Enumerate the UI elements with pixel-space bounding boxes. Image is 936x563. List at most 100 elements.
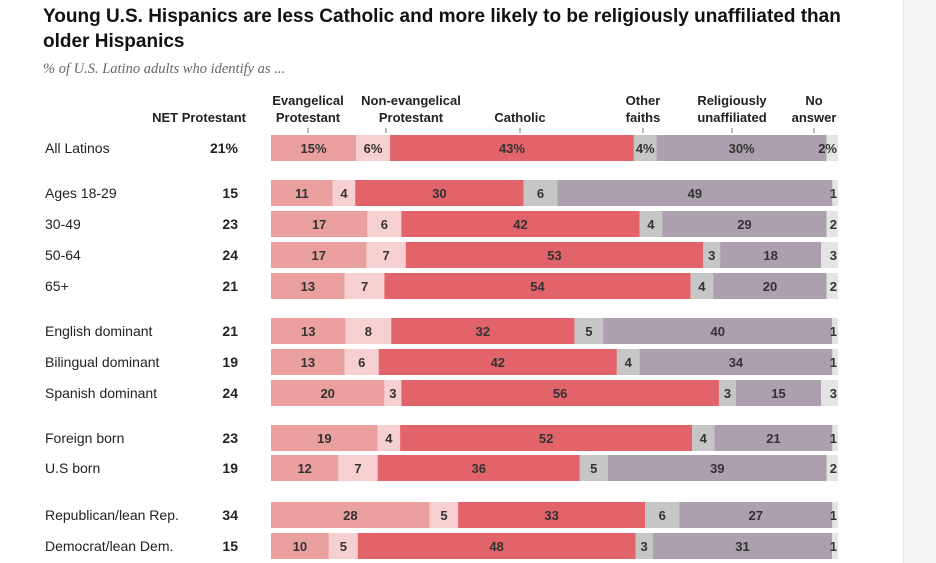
bar-segment-other — [574, 318, 604, 344]
window-edge — [903, 0, 936, 563]
row-label: U.S born — [45, 460, 100, 476]
data-label-other: 4 — [698, 279, 706, 294]
row-label: Foreign born — [45, 430, 124, 446]
data-label-nonevangelical: 4 — [340, 186, 348, 201]
bar-segment-noanswer — [821, 242, 838, 268]
data-label-catholic: 36 — [471, 461, 485, 476]
row-label: Spanish dominant — [45, 385, 157, 401]
bar-segment-noanswer — [832, 533, 838, 559]
bar-segment-catholic — [355, 180, 524, 206]
bar-segment-nonevangelical — [345, 318, 392, 344]
bar-segment-other — [703, 242, 721, 268]
bar-segment-nonevangelical — [429, 502, 459, 528]
bar-segment-nonevangelical — [356, 135, 391, 161]
series-header-nonevangelical: Non-evangelical — [361, 93, 461, 108]
bar-segment-other — [635, 533, 653, 559]
data-label-other: 3 — [708, 248, 715, 263]
net-protestant-value: 24 — [222, 385, 238, 401]
bar-segment-noanswer — [832, 502, 838, 528]
data-label-other: 4 — [647, 217, 655, 232]
data-label-noanswer: 1 — [830, 508, 837, 523]
data-label-catholic: 32 — [476, 324, 490, 339]
bar-segment-other — [692, 425, 715, 451]
bar-segment-evangelical — [271, 455, 339, 481]
data-label-nonevangelical: 6 — [358, 355, 365, 370]
series-header-catholic: Catholic — [494, 110, 545, 125]
data-label-noanswer: 3 — [830, 248, 837, 263]
data-label-evangelical: 28 — [343, 508, 357, 523]
data-label-nonevangelical: 5 — [440, 508, 447, 523]
bar-segment-nonevangelical — [328, 533, 358, 559]
data-label-unaffiliated: 49 — [688, 186, 702, 201]
bar-segment-unaffiliated — [714, 425, 833, 451]
bar-segment-evangelical — [271, 135, 357, 161]
bar-segment-evangelical — [271, 318, 346, 344]
series-header-noanswer: answer — [792, 110, 837, 125]
data-label-unaffiliated: 15 — [771, 386, 785, 401]
series-header-evangelical: Protestant — [276, 110, 341, 125]
bar-segment-nonevangelical — [332, 180, 356, 206]
net-protestant-value: 19 — [222, 460, 238, 476]
chart-title: Young U.S. Hispanics are less Catholic a… — [43, 6, 841, 52]
bar-segment-other — [639, 211, 663, 237]
data-label-noanswer: 1 — [830, 324, 837, 339]
bar-segment-noanswer — [826, 211, 838, 237]
series-header-unaffiliated: Religiously — [697, 93, 767, 108]
data-label-unaffiliated: 39 — [710, 461, 724, 476]
data-label-other: 4% — [636, 141, 655, 156]
row-label: Ages 18-29 — [45, 185, 117, 201]
bar-segment-evangelical — [271, 502, 430, 528]
bar-segment-noanswer — [826, 273, 838, 299]
series-header-other: faiths — [626, 110, 661, 125]
net-protestant-value: 21 — [222, 278, 238, 294]
bar-segment-noanswer — [832, 180, 838, 206]
series-header-unaffiliated: unaffiliated — [697, 110, 766, 125]
bar-segment-noanswer — [826, 455, 838, 481]
data-label-evangelical: 12 — [297, 461, 311, 476]
bar-segment-evangelical — [271, 380, 385, 406]
bar-segment-catholic — [401, 211, 640, 237]
bar-segment-catholic — [384, 273, 691, 299]
bar-segment-noanswer — [826, 135, 838, 161]
bar-segment-evangelical — [271, 211, 368, 237]
data-label-noanswer: 1 — [830, 539, 837, 554]
bar-segment-catholic — [357, 533, 636, 559]
bar-segment-evangelical — [271, 242, 367, 268]
bar-segment-other — [633, 135, 657, 161]
data-label-evangelical: 11 — [295, 186, 309, 201]
data-label-catholic: 42 — [491, 355, 505, 370]
bar-segment-unaffiliated — [557, 180, 833, 206]
row-label: 30-49 — [45, 216, 81, 232]
bar-segment-other — [616, 349, 640, 375]
data-label-other: 4 — [625, 355, 633, 370]
data-label-catholic: 43% — [499, 141, 525, 156]
bar-segment-catholic — [458, 502, 646, 528]
series-header-evangelical: Evangelical — [272, 93, 344, 108]
row-label: All Latinos — [45, 140, 110, 156]
data-label-catholic: 52 — [539, 431, 553, 446]
net-protestant-value: 19 — [222, 354, 238, 370]
data-label-nonevangelical: 7 — [382, 248, 389, 263]
data-label-catholic: 54 — [530, 279, 545, 294]
data-label-noanswer: 2 — [830, 217, 837, 232]
bar-segment-unaffiliated — [720, 242, 822, 268]
data-label-noanswer: 2 — [830, 279, 837, 294]
bar-segment-evangelical — [271, 180, 333, 206]
bar-segment-nonevangelical — [366, 242, 406, 268]
data-label-evangelical: 10 — [293, 539, 307, 554]
bar-segment-unaffiliated — [735, 380, 821, 406]
data-label-unaffiliated: 21 — [766, 431, 780, 446]
data-label-catholic: 53 — [547, 248, 561, 263]
data-label-evangelical: 19 — [317, 431, 331, 446]
series-header-other: Other — [626, 93, 661, 108]
chart-subtitle: % of U.S. Latino adults who identify as … — [43, 61, 286, 77]
bar-segment-nonevangelical — [367, 211, 402, 237]
data-label-noanswer: 2 — [830, 461, 837, 476]
bar-segment-catholic — [390, 135, 634, 161]
bar-segment-unaffiliated — [662, 211, 827, 237]
bar-segment-other — [523, 180, 558, 206]
bar-segment-other — [579, 455, 608, 481]
data-label-other: 5 — [590, 461, 597, 476]
data-label-nonevangelical: 7 — [354, 461, 361, 476]
data-label-nonevangelical: 3 — [389, 386, 396, 401]
